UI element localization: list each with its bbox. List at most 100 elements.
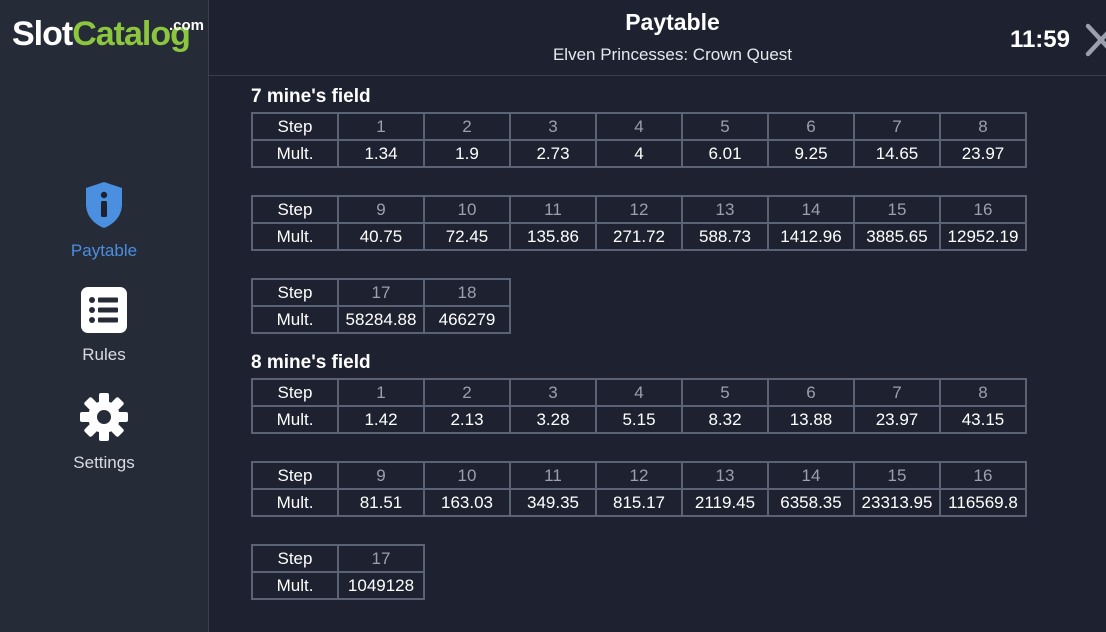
step-row: Step 1 2 3 4 5 6 7 8	[251, 378, 1027, 407]
mult-cell: 6.01	[681, 139, 769, 168]
step-row: Step 17	[251, 544, 425, 573]
step-cell: 8	[939, 112, 1027, 141]
mult-label: Mult.	[251, 222, 339, 251]
step-cell: 14	[767, 195, 855, 224]
close-button[interactable]	[1084, 22, 1106, 58]
paytable-table: Step 1 2 3 4 5 6 7 8 Mult. 1.42 2.13 3.28 5.15 8.32 13.…	[251, 378, 1027, 434]
mult-cell: 2119.45	[681, 488, 769, 517]
sidebar-item-label: Rules	[82, 345, 126, 364]
logo-text-dotcom: .com	[169, 17, 205, 34]
step-cell: 16	[939, 195, 1027, 224]
mult-cell: 6358.35	[767, 488, 855, 517]
clock: 11:59	[1009, 26, 1070, 53]
step-cell: 10	[423, 195, 511, 224]
sidebar-item-settings[interactable]: Settings	[0, 392, 208, 473]
mult-cell: 13.88	[767, 405, 855, 434]
sidebar-item-rules[interactable]: Rules	[0, 286, 208, 365]
mult-label: Mult.	[251, 571, 339, 600]
paytable-table: Step 17 18 Mult. 58284.88 466279	[251, 278, 511, 334]
paytable-table: Step 1 2 3 4 5 6 7 8 Mult. 1.34 1.9 2.73 4 6.01 9.25 14.…	[251, 112, 1027, 168]
step-cell: 6	[767, 378, 855, 407]
mult-cell: 23.97	[853, 405, 941, 434]
mult-cell: 3.28	[509, 405, 597, 434]
mult-row: Mult. 81.51 163.03 349.35 815.17 2119.45 6358.…	[251, 488, 1027, 517]
logo-text-slot: Slot	[12, 15, 73, 53]
logo-text-catalog: Catalog	[72, 15, 191, 53]
mult-row: Mult. 58284.88 466279	[251, 305, 511, 334]
mult-cell: 2.73	[509, 139, 597, 168]
mult-cell: 588.73	[681, 222, 769, 251]
mult-row: Mult. 1.34 1.9 2.73 4 6.01 9.25 14.65 23.97	[251, 139, 1027, 168]
step-cell: 11	[509, 461, 597, 490]
step-label: Step	[251, 378, 339, 407]
step-cell: 10	[423, 461, 511, 490]
paytable-table: Step 9 10 11 12 13 14 15 16 Mult. 81.51 163.03 349.3…	[251, 461, 1027, 517]
step-label: Step	[251, 112, 339, 141]
section-title: 7 mine's field	[251, 86, 371, 107]
mult-cell: 1049128	[337, 571, 425, 600]
step-cell: 5	[681, 112, 769, 141]
mult-cell: 466279	[423, 305, 511, 334]
mult-cell: 116569.8	[939, 488, 1027, 517]
step-cell: 13	[681, 461, 769, 490]
mult-cell: 58284.88	[337, 305, 425, 334]
close-icon	[1084, 23, 1106, 62]
sidebar-item-paytable[interactable]: Paytable	[0, 180, 208, 261]
step-cell: 2	[423, 112, 511, 141]
mult-cell: 135.86	[509, 222, 597, 251]
mult-cell: 23.97	[939, 139, 1027, 168]
step-cell: 14	[767, 461, 855, 490]
step-cell: 12	[595, 195, 683, 224]
mult-cell: 163.03	[423, 488, 511, 517]
step-row: Step 9 10 11 12 13 14 15 16	[251, 461, 1027, 490]
paytable-content: 7 mine's field Step 1 2 3 4 5 6 7 8 Mult. 1.34 1.9 2.…	[251, 84, 1081, 600]
mult-cell: 12952.19	[939, 222, 1027, 251]
mult-row: Mult. 1.42 2.13 3.28 5.15 8.32 13.88 23.97 43.15	[251, 405, 1027, 434]
step-cell: 3	[509, 112, 597, 141]
sidebar-item-label: Paytable	[70, 241, 138, 260]
step-cell: 1	[337, 378, 425, 407]
step-cell: 2	[423, 378, 511, 407]
step-cell: 7	[853, 378, 941, 407]
shield-info-icon	[0, 180, 208, 235]
step-row: Step 1 2 3 4 5 6 7 8	[251, 112, 1027, 141]
step-label: Step	[251, 461, 339, 490]
step-cell: 17	[337, 278, 425, 307]
mult-cell: 43.15	[939, 405, 1027, 434]
step-cell: 11	[509, 195, 597, 224]
mult-cell: 23313.95	[853, 488, 941, 517]
step-cell: 9	[337, 195, 425, 224]
step-row: Step 17 18	[251, 278, 511, 307]
mult-label: Mult.	[251, 488, 339, 517]
mult-cell: 2.13	[423, 405, 511, 434]
list-icon	[0, 286, 208, 339]
step-cell: 6	[767, 112, 855, 141]
step-cell: 3	[509, 378, 597, 407]
mult-row: Mult. 1049128	[251, 571, 425, 600]
mult-row: Mult. 40.75 72.45 135.86 271.72 588.73 1412.96…	[251, 222, 1027, 251]
mult-cell: 1.42	[337, 405, 425, 434]
mult-cell: 815.17	[595, 488, 683, 517]
logo: SlotCatalog .com	[12, 14, 204, 54]
mult-cell: 1412.96	[767, 222, 855, 251]
sidebar-item-label: Settings	[73, 453, 135, 472]
step-label: Step	[251, 278, 339, 307]
step-cell: 5	[681, 378, 769, 407]
mult-cell: 5.15	[595, 405, 683, 434]
page-title: Paytable	[625, 9, 720, 35]
sidebar: SlotCatalog .com Paytable	[0, 0, 209, 632]
mult-label: Mult.	[251, 305, 339, 334]
step-cell: 15	[853, 195, 941, 224]
mult-cell: 40.75	[337, 222, 425, 251]
mult-label: Mult.	[251, 139, 339, 168]
step-cell: 8	[939, 378, 1027, 407]
step-cell: 13	[681, 195, 769, 224]
mult-label: Mult.	[251, 405, 339, 434]
mult-cell: 81.51	[337, 488, 425, 517]
step-cell: 4	[595, 378, 683, 407]
mult-cell: 9.25	[767, 139, 855, 168]
step-label: Step	[251, 544, 339, 573]
section-title: 8 mine's field	[251, 352, 371, 373]
mult-cell: 72.45	[423, 222, 511, 251]
